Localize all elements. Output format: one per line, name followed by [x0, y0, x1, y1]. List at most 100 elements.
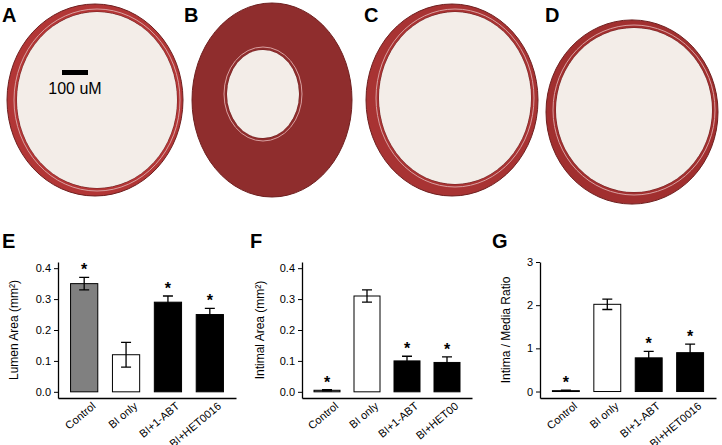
tick-label: 0.0	[280, 386, 295, 398]
tick-label: 0.4	[280, 262, 295, 274]
panel-label: D	[545, 4, 559, 26]
tick-mark	[54, 361, 58, 362]
tick-mark	[54, 268, 58, 269]
vessel-wall	[7, 4, 183, 196]
tick: 0.4	[280, 262, 302, 274]
tick-label: 0.2	[36, 324, 51, 336]
tick-label: 0.1	[36, 355, 51, 367]
axis-line	[303, 398, 473, 399]
axis-line	[540, 263, 541, 399]
lamina	[553, 25, 715, 195]
category-label: Control	[306, 400, 341, 432]
tick: BI+HET00	[414, 398, 461, 442]
error-bar	[685, 344, 695, 361]
bar	[196, 315, 223, 392]
vessel-wall	[546, 20, 718, 204]
error-bar	[644, 351, 654, 364]
tick: 1	[527, 342, 540, 354]
tick: BI+HET0016	[167, 398, 223, 445]
tick-label: 0.0	[36, 386, 51, 398]
tick-label: 0.1	[280, 355, 295, 367]
panel-label: F	[250, 230, 262, 252]
plot-area	[71, 277, 224, 391]
x-axis: ControlBI onlyBI+1-ABTBI+HET00	[303, 398, 473, 442]
tick-mark	[298, 299, 302, 300]
error-bar	[402, 356, 412, 365]
axis-line	[541, 398, 717, 399]
tick-label: 3	[527, 256, 533, 268]
histology-panel: A100 uM	[2, 4, 183, 196]
scale-bar	[62, 70, 88, 75]
tick-label: 1	[527, 342, 533, 354]
error-bar	[602, 299, 612, 309]
tick-mark	[536, 392, 540, 393]
tick: 2	[527, 299, 540, 311]
lamina	[14, 9, 180, 191]
axis-line	[59, 398, 237, 399]
tick-mark	[298, 361, 302, 362]
panel-label: B	[184, 4, 198, 26]
error-bar	[362, 290, 372, 302]
tick-label: 0.3	[280, 293, 295, 305]
tick-mark	[54, 392, 58, 393]
tick: 0.0	[280, 386, 302, 398]
panel-label: E	[2, 230, 15, 252]
tick: BI only	[347, 398, 381, 430]
vessel-lumen	[556, 28, 712, 192]
error-bar	[205, 308, 215, 320]
bar	[594, 304, 621, 391]
plot-area	[552, 299, 703, 391]
tick: 0.1	[36, 355, 58, 367]
tick-label: 0	[527, 386, 533, 398]
axis-title: Intima / Media Ratio	[499, 276, 513, 383]
annotation: *	[563, 374, 570, 391]
tick: Control	[306, 398, 341, 432]
error-bar	[79, 277, 89, 289]
histology-panel: C	[364, 4, 538, 196]
vessel-wall	[366, 4, 538, 196]
tick: 0.3	[36, 293, 58, 305]
error-bar	[121, 342, 131, 367]
vessel-wall	[192, 3, 352, 197]
annotation: *	[404, 340, 411, 357]
x-axis: ControlBI onlyBI+1-ABTBI+HET0016	[59, 398, 237, 445]
category-label: BI+HET0016	[167, 400, 223, 445]
category-label: BI+HET0016	[647, 400, 703, 445]
tick-label: 0.4	[36, 262, 51, 274]
bar	[154, 302, 181, 392]
bar-chart: 0.00.10.20.30.4ControlBI onlyBI+1-ABTBI+…	[2, 230, 237, 445]
histology-panel: B	[184, 3, 352, 197]
histology-panel: D	[545, 4, 718, 204]
y-axis: 0 1 2 3	[527, 256, 541, 398]
plot-area	[314, 290, 460, 392]
tick: 0.2	[280, 324, 302, 336]
annotation: *	[687, 328, 694, 345]
category-label: Control	[544, 400, 579, 432]
tick: BI only	[587, 398, 621, 430]
panel-label: G	[492, 230, 508, 252]
lamina	[224, 47, 302, 141]
lamina	[376, 9, 534, 187]
vessel-lumen	[17, 12, 177, 188]
scale-bar-label: 100 uM	[48, 80, 101, 97]
error-bar	[163, 296, 173, 308]
tick-mark	[536, 262, 540, 263]
axis-title: Intimal Area (mm²)	[253, 281, 267, 380]
y-axis: 0.0 0.1 0.2 0.3 0.4	[280, 262, 303, 398]
category-label: BI only	[106, 399, 140, 430]
annotation: *	[646, 335, 653, 352]
axis-line	[302, 263, 303, 399]
tick-mark	[298, 268, 302, 269]
y-axis: 0.0 0.1 0.2 0.3 0.4	[36, 262, 59, 398]
annotation: *	[207, 292, 214, 309]
tick-mark	[536, 305, 540, 306]
vessel-lumen	[227, 50, 299, 138]
category-label: Control	[63, 400, 98, 432]
bar	[71, 284, 98, 392]
tick-label: 0.2	[280, 324, 295, 336]
annotation: *	[324, 374, 331, 391]
bar-chart: 0.0 0.1 0.2 0.3 0.4 ControlBI onlyBI+1-ABTBI+…	[250, 230, 473, 442]
error-bar	[442, 357, 452, 368]
tick-mark	[298, 392, 302, 393]
annotation: *	[444, 341, 451, 358]
